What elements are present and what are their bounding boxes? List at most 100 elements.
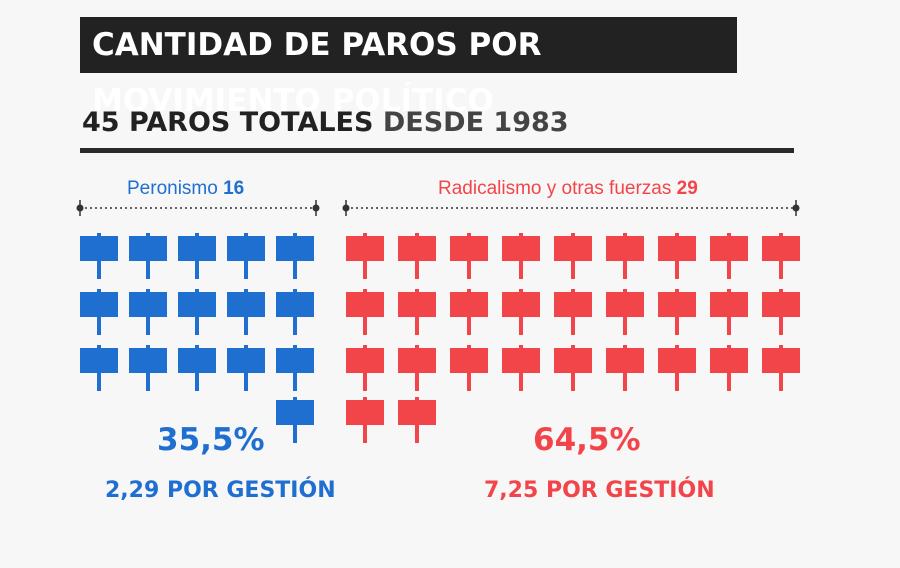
protest-sign-icon: [398, 289, 436, 335]
sign-stick: [571, 289, 575, 335]
protest-sign-icon: [554, 233, 592, 279]
protest-sign-icon: [606, 289, 644, 335]
sign-stick: [97, 345, 101, 391]
sign-stick: [244, 345, 248, 391]
sign-stick: [244, 233, 248, 279]
sign-stick: [195, 289, 199, 335]
sign-stick: [363, 397, 367, 443]
protest-sign-icon: [450, 233, 488, 279]
sign-stick: [293, 345, 297, 391]
sign-stick: [244, 289, 248, 335]
peronismo-count: 16: [223, 178, 245, 199]
sign-stick: [623, 289, 627, 335]
protest-sign-icon: [178, 233, 216, 279]
sign-stick: [675, 345, 679, 391]
sign-stick: [363, 345, 367, 391]
protest-sign-icon: [398, 397, 436, 443]
sign-stick: [195, 233, 199, 279]
sign-stick: [97, 289, 101, 335]
sign-stick: [97, 233, 101, 279]
protest-sign-icon: [346, 289, 384, 335]
protest-sign-icon: [276, 345, 314, 391]
protest-sign-icon: [80, 289, 118, 335]
sign-stick: [146, 345, 150, 391]
protest-sign-icon: [346, 397, 384, 443]
protest-sign-icon: [129, 345, 167, 391]
sign-stick: [675, 233, 679, 279]
sign-stick: [293, 289, 297, 335]
protest-sign-icon: [554, 289, 592, 335]
sign-stick: [415, 397, 419, 443]
protest-sign-icon: [762, 345, 800, 391]
sign-stick: [363, 233, 367, 279]
protest-sign-icon: [398, 345, 436, 391]
chart-subtitle: 45 PAROS TOTALES DESDE 1983: [82, 103, 569, 143]
protest-sign-icon: [502, 233, 540, 279]
bracket-end-dot: [792, 204, 800, 212]
radicalismo-count: 29: [676, 178, 698, 199]
sign-stick: [519, 345, 523, 391]
peronismo-percent: 35,5%: [157, 422, 265, 458]
protest-sign-icon: [606, 233, 644, 279]
protest-sign-icon: [450, 345, 488, 391]
protest-sign-icon: [710, 233, 748, 279]
radicalismo-name: Radicalismo y otras fuerzas: [438, 178, 672, 199]
sign-stick: [293, 397, 297, 443]
bracket-end-dot: [342, 204, 350, 212]
sign-stick: [293, 233, 297, 279]
protest-sign-icon: [129, 289, 167, 335]
sign-stick: [623, 345, 627, 391]
protest-sign-icon: [762, 289, 800, 335]
sign-stick: [623, 233, 627, 279]
sign-stick: [415, 345, 419, 391]
protest-sign-icon: [227, 233, 265, 279]
protest-sign-icon: [346, 233, 384, 279]
radicalismo-per-gestion: 7,25 POR GESTIÓN: [484, 478, 715, 503]
sign-stick: [415, 289, 419, 335]
radicalismo-percent: 64,5%: [533, 422, 641, 458]
sign-stick: [519, 233, 523, 279]
radicalismo-label: Radicalismo y otras fuerzas 29: [438, 176, 698, 202]
chart-title: CANTIDAD DE PAROS POR MOVIMIENTO POLÍTIC…: [80, 17, 737, 119]
protest-sign-icon: [710, 345, 748, 391]
protest-sign-icon: [398, 233, 436, 279]
sign-stick: [779, 345, 783, 391]
protest-sign-icon: [658, 345, 696, 391]
protest-sign-icon: [227, 289, 265, 335]
protest-sign-icon: [178, 289, 216, 335]
sign-stick: [415, 233, 419, 279]
protest-sign-icon: [554, 345, 592, 391]
sign-stick: [727, 345, 731, 391]
sign-stick: [571, 233, 575, 279]
sign-stick: [467, 289, 471, 335]
protest-sign-icon: [276, 233, 314, 279]
sign-stick: [675, 289, 679, 335]
peronismo-name: Peronismo: [127, 178, 218, 199]
bracket-end-dot: [312, 204, 320, 212]
protest-sign-icon: [80, 233, 118, 279]
protest-sign-icon: [502, 345, 540, 391]
protest-sign-icon: [658, 233, 696, 279]
protest-sign-icon: [502, 289, 540, 335]
protest-sign-icon: [80, 345, 118, 391]
peronismo-per-gestion: 2,29 POR GESTIÓN: [105, 478, 336, 503]
sign-stick: [146, 289, 150, 335]
protest-sign-icon: [178, 345, 216, 391]
sign-stick: [727, 289, 731, 335]
sign-stick: [571, 345, 575, 391]
sign-stick: [727, 233, 731, 279]
protest-sign-icon: [227, 345, 265, 391]
bracket-end-dot: [76, 204, 84, 212]
peronismo-label: Peronismo 16: [127, 176, 244, 202]
protest-sign-icon: [710, 289, 748, 335]
protest-sign-icon: [450, 289, 488, 335]
protest-sign-icon: [276, 397, 314, 443]
sign-stick: [779, 289, 783, 335]
sign-stick: [363, 289, 367, 335]
title-divider: [80, 148, 794, 153]
subtitle-bold: 45 PAROS TOTALES: [82, 107, 374, 138]
protest-sign-icon: [606, 345, 644, 391]
sign-stick: [146, 233, 150, 279]
sign-stick: [195, 345, 199, 391]
